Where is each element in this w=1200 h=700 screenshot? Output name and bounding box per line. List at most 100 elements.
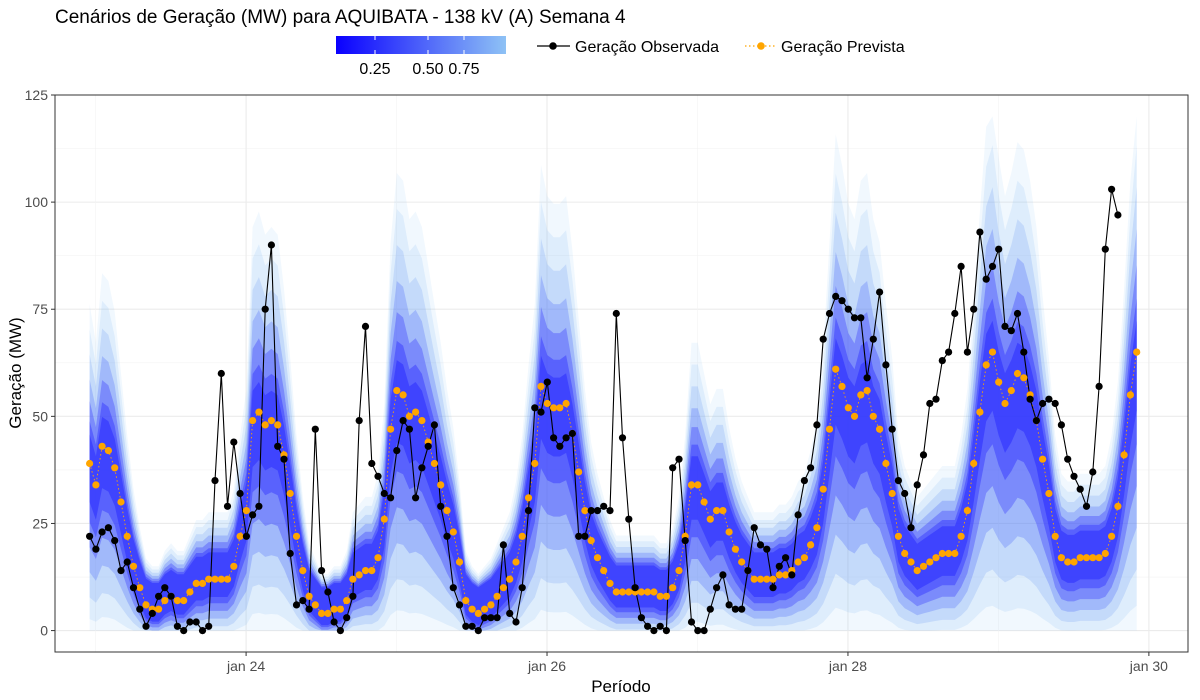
observada-point xyxy=(412,494,420,502)
prevista-point xyxy=(286,489,294,498)
prevista-point xyxy=(1120,451,1128,459)
observada-point xyxy=(518,584,526,592)
prevista-point xyxy=(669,584,677,592)
observada-point xyxy=(575,532,583,540)
prevista-point xyxy=(374,554,382,562)
prevista-point xyxy=(336,605,344,613)
prevista-point xyxy=(1076,554,1084,562)
scenario-bands xyxy=(89,116,1137,631)
y-tick-label: 125 xyxy=(25,87,49,103)
observada-point xyxy=(593,507,602,515)
prevista-point xyxy=(230,562,238,570)
prevista-point xyxy=(1001,399,1009,408)
prevista-point xyxy=(412,408,420,416)
observada-point xyxy=(399,417,407,425)
observada-point xyxy=(763,545,771,553)
prevista-point xyxy=(662,592,671,600)
prevista-point xyxy=(524,494,533,502)
observada-point xyxy=(104,524,112,532)
prevista-point xyxy=(970,459,978,468)
prevista-point xyxy=(719,507,727,515)
observada-point xyxy=(380,489,388,498)
scenario-band xyxy=(89,265,1137,630)
prevista-point xyxy=(537,382,545,390)
observada-point xyxy=(794,511,802,519)
observada-point xyxy=(543,378,551,386)
observada-point xyxy=(1045,395,1053,403)
prevista-point xyxy=(756,575,765,583)
prevista-point xyxy=(104,447,112,455)
observada-point xyxy=(343,614,351,622)
observada-point xyxy=(963,348,972,356)
observada-point xyxy=(405,425,413,433)
prevista-point xyxy=(86,459,94,468)
prevista-point xyxy=(1114,502,1122,510)
observada-point xyxy=(117,567,125,575)
prevista-point xyxy=(976,408,984,416)
prevista-point xyxy=(1082,554,1091,562)
prevista-point xyxy=(687,481,696,489)
observada-point xyxy=(850,314,859,322)
observada-point xyxy=(926,399,934,408)
prevista-point xyxy=(995,378,1003,386)
observada-point xyxy=(280,455,288,463)
observada-point xyxy=(725,601,733,609)
prevista-point xyxy=(876,425,884,433)
prevista-point xyxy=(543,399,551,408)
y-tick-label: 100 xyxy=(25,194,49,210)
observada-point xyxy=(825,309,834,318)
colorbar xyxy=(336,36,506,54)
observada-point xyxy=(694,627,702,635)
observada-point xyxy=(274,442,282,450)
prevista-point xyxy=(343,597,351,605)
observada-point xyxy=(618,434,627,442)
observada-point xyxy=(361,322,370,330)
prevista-point xyxy=(825,425,834,433)
observada-point xyxy=(581,532,589,540)
observada-point xyxy=(1101,245,1109,253)
legend-label: Geração Prevista xyxy=(781,39,905,56)
prevista-point xyxy=(418,417,426,425)
prevista-point xyxy=(1039,455,1047,463)
observada-point xyxy=(311,425,319,433)
observada-point xyxy=(129,584,138,592)
prevista-point xyxy=(449,528,457,536)
prevista-point xyxy=(305,592,313,600)
scenario-band xyxy=(89,116,1137,631)
observada-point xyxy=(223,502,232,510)
observada-point xyxy=(1082,502,1091,510)
observada-point xyxy=(142,622,150,630)
observada-point xyxy=(242,532,250,540)
prevista-point xyxy=(173,597,181,605)
prevista-point xyxy=(292,532,301,540)
observada-point xyxy=(437,502,445,510)
prevista-point xyxy=(330,605,338,613)
observada-point xyxy=(945,348,953,356)
prevista-point xyxy=(1101,549,1109,558)
x-axis: jan 24 jan 26 jan 28 jan 30 xyxy=(226,652,1168,674)
observada-point xyxy=(449,584,457,592)
prevista-point xyxy=(832,365,840,373)
prevista-point xyxy=(493,592,501,600)
observada-point xyxy=(324,588,332,596)
y-tick-label: 25 xyxy=(32,515,48,531)
observada-point xyxy=(750,524,758,532)
observada-point xyxy=(957,262,965,270)
observada-point xyxy=(318,567,326,575)
prevista-point xyxy=(656,592,664,600)
observada-point xyxy=(550,434,558,442)
prevista-point xyxy=(136,584,144,592)
prevista-point xyxy=(117,498,125,506)
observada-point xyxy=(198,627,207,635)
prevista-point xyxy=(349,575,357,583)
observada-point xyxy=(876,288,884,296)
observada-point xyxy=(98,528,106,536)
panel-border xyxy=(54,94,1189,653)
observada-point xyxy=(292,601,301,609)
observada-point xyxy=(186,618,194,626)
observada-point xyxy=(832,292,840,300)
colorbar-tick-label: 0.75 xyxy=(448,61,479,78)
prevista-point xyxy=(92,481,100,489)
prevista-point xyxy=(123,532,131,540)
prevista-point xyxy=(111,464,119,472)
